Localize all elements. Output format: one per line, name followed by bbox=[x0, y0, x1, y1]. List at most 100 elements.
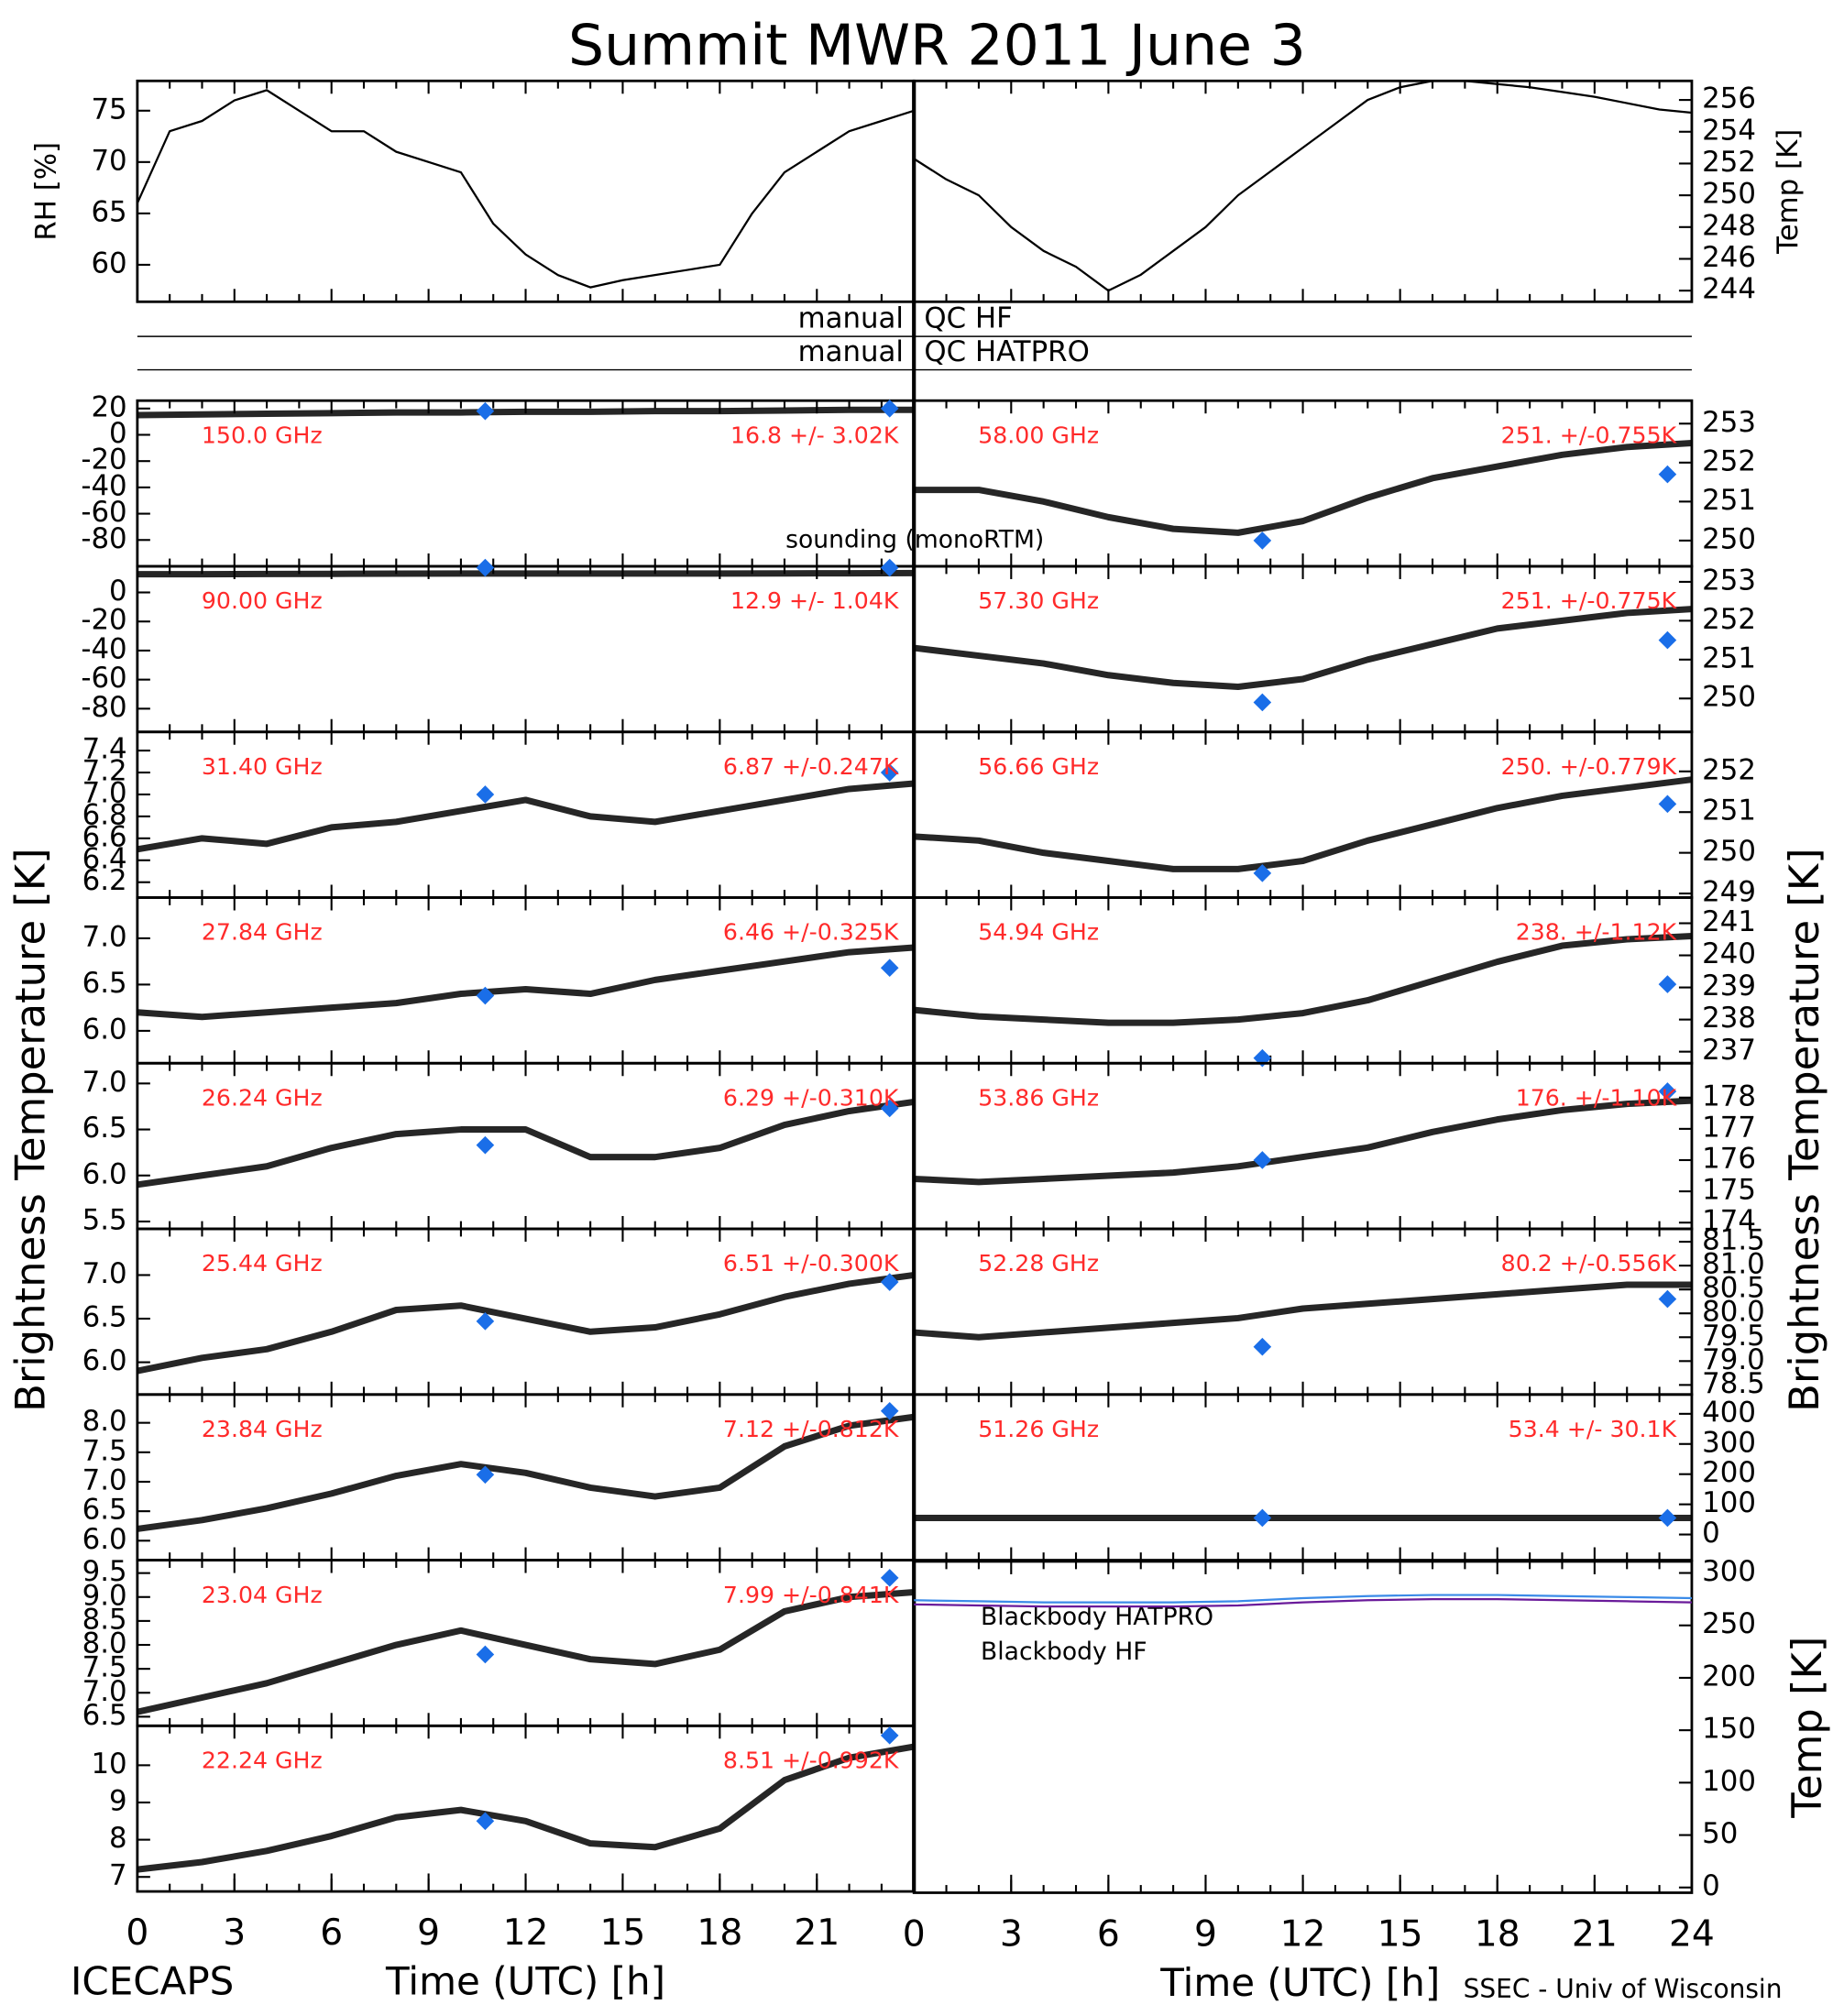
qc-label: manual bbox=[798, 335, 904, 368]
y-tick-label: 80.0 bbox=[1702, 1296, 1765, 1329]
x-tick-label: 12 bbox=[503, 1912, 549, 1954]
sounding-point bbox=[880, 1726, 899, 1745]
y-axis-label: Brightness Temperature [K] bbox=[1780, 848, 1828, 1412]
y-tick-label: -40 bbox=[81, 632, 126, 665]
channel-stat: 6.29 +/-0.310K bbox=[723, 1084, 900, 1111]
y-tick-label: 7.5 bbox=[82, 1651, 127, 1684]
y-tick-label: 6.5 bbox=[82, 1494, 127, 1527]
y-tick-label: 70 bbox=[91, 144, 126, 177]
x-tick-label: 3 bbox=[223, 1912, 246, 1954]
sounding-point bbox=[1658, 630, 1677, 650]
y-tick-label: 253 bbox=[1702, 406, 1756, 439]
y-axis-label: Temp [K] bbox=[1783, 1637, 1831, 1819]
channel-label: 53.86 GHz bbox=[978, 1084, 1099, 1111]
x-tick-label: 9 bbox=[417, 1912, 440, 1954]
channel-label: 57.30 GHz bbox=[978, 587, 1099, 614]
channel-stat: 16.8 +/- 3.02K bbox=[730, 422, 900, 448]
sounding-point bbox=[880, 1401, 899, 1420]
y-tick-label: 238 bbox=[1702, 1002, 1756, 1035]
series-line bbox=[137, 1589, 915, 1715]
y-tick-label: 252 bbox=[1702, 753, 1756, 786]
sounding-point bbox=[880, 1569, 899, 1587]
y-tick-label: 175 bbox=[1702, 1174, 1756, 1207]
y-tick-label: 80.5 bbox=[1702, 1272, 1765, 1305]
y-tick-label: 300 bbox=[1702, 1426, 1756, 1459]
sounding-point bbox=[476, 785, 495, 804]
channel-stat: 7.99 +/-0.841K bbox=[723, 1582, 900, 1608]
series-line bbox=[136, 89, 915, 289]
y-tick-label: 10 bbox=[91, 1748, 126, 1780]
y-tick-label: 300 bbox=[1702, 1555, 1756, 1588]
y-tick-label: 6.8 bbox=[82, 798, 127, 831]
y-tick-label: 250 bbox=[1702, 1607, 1756, 1640]
y-tick-label: 7.0 bbox=[82, 1066, 127, 1099]
x-axis-label: Time (UTC) [h] bbox=[1159, 1960, 1440, 2005]
y-tick-label: 78.5 bbox=[1702, 1367, 1765, 1400]
sounding-point bbox=[880, 399, 899, 418]
y-tick-label: 79.5 bbox=[1702, 1320, 1765, 1353]
y-tick-label: 252 bbox=[1702, 146, 1756, 179]
y-tick-label: 244 bbox=[1702, 273, 1756, 306]
y-tick-label: 400 bbox=[1702, 1396, 1756, 1429]
y-tick-label: 250 bbox=[1702, 178, 1756, 211]
series-line bbox=[914, 1598, 1692, 1608]
sounding-point bbox=[1658, 794, 1677, 814]
y-tick-label: 240 bbox=[1702, 937, 1756, 970]
y-tick-label: 100 bbox=[1702, 1486, 1756, 1519]
sounding-point bbox=[476, 1812, 495, 1831]
x-tick-label: 18 bbox=[697, 1912, 742, 1954]
channel-stat: 6.46 +/-0.325K bbox=[723, 919, 900, 946]
x-tick-label: 21 bbox=[1572, 1914, 1618, 1956]
series-line bbox=[137, 569, 915, 578]
sounding-point bbox=[1253, 1508, 1272, 1528]
series-line bbox=[913, 933, 1693, 1026]
y-tick-label: 254 bbox=[1702, 114, 1756, 147]
y-tick-label: 0 bbox=[109, 417, 127, 450]
y-tick-label: 0 bbox=[109, 575, 127, 608]
y-tick-label: 174 bbox=[1702, 1205, 1756, 1238]
y-tick-label: 60 bbox=[91, 247, 126, 279]
sounding-point bbox=[476, 1135, 495, 1155]
y-tick-label: 246 bbox=[1702, 241, 1756, 274]
sounding-point bbox=[476, 558, 495, 577]
channel-label: 51.26 GHz bbox=[978, 1416, 1099, 1442]
sounding-point bbox=[1658, 1508, 1677, 1528]
x-tick-label: 18 bbox=[1475, 1914, 1520, 1956]
y-tick-label: 7 bbox=[109, 1859, 127, 1892]
channel-stat: 238. +/-1.12K bbox=[1516, 919, 1678, 946]
y-tick-label: 75 bbox=[91, 93, 126, 126]
y-axis-label: Temp [K] bbox=[1772, 129, 1805, 255]
y-tick-label: 6.0 bbox=[82, 1157, 127, 1190]
y-tick-label: 200 bbox=[1702, 1456, 1756, 1489]
y-tick-label: 253 bbox=[1702, 564, 1756, 597]
series-line bbox=[913, 80, 1693, 292]
series-line bbox=[137, 944, 915, 1021]
x-tick-label: 0 bbox=[903, 1914, 926, 1956]
y-tick-label: 250 bbox=[1702, 522, 1756, 555]
y-axis-label: Brightness Temperature [K] bbox=[5, 848, 54, 1412]
y-tick-label: -80 bbox=[81, 691, 126, 724]
footer-left: ICECAPS bbox=[71, 1958, 234, 2003]
qc-label: QC HF bbox=[924, 301, 1012, 334]
y-tick-label: 150 bbox=[1702, 1713, 1756, 1746]
channel-stat: 251. +/-0.775K bbox=[1501, 587, 1678, 614]
series-line bbox=[137, 1413, 915, 1532]
y-tick-label: 7.0 bbox=[82, 1463, 127, 1496]
x-tick-label: 15 bbox=[1377, 1914, 1423, 1956]
y-tick-label: 81.0 bbox=[1702, 1248, 1765, 1281]
y-tick-label: 249 bbox=[1702, 876, 1756, 909]
series-line bbox=[137, 1743, 915, 1873]
y-tick-label: 7.0 bbox=[82, 920, 127, 953]
sounding-point bbox=[476, 1312, 495, 1331]
sounding-point bbox=[476, 1465, 495, 1485]
y-tick-label: 248 bbox=[1702, 209, 1756, 242]
y-tick-label: 176 bbox=[1702, 1142, 1756, 1175]
y-tick-label: 9 bbox=[109, 1784, 127, 1817]
x-tick-label: 12 bbox=[1280, 1914, 1326, 1956]
sounding-point bbox=[1658, 1082, 1677, 1101]
y-tick-label: 6.2 bbox=[82, 864, 127, 897]
channel-label: 27.84 GHz bbox=[202, 919, 323, 946]
channel-label: 54.94 GHz bbox=[978, 919, 1099, 946]
